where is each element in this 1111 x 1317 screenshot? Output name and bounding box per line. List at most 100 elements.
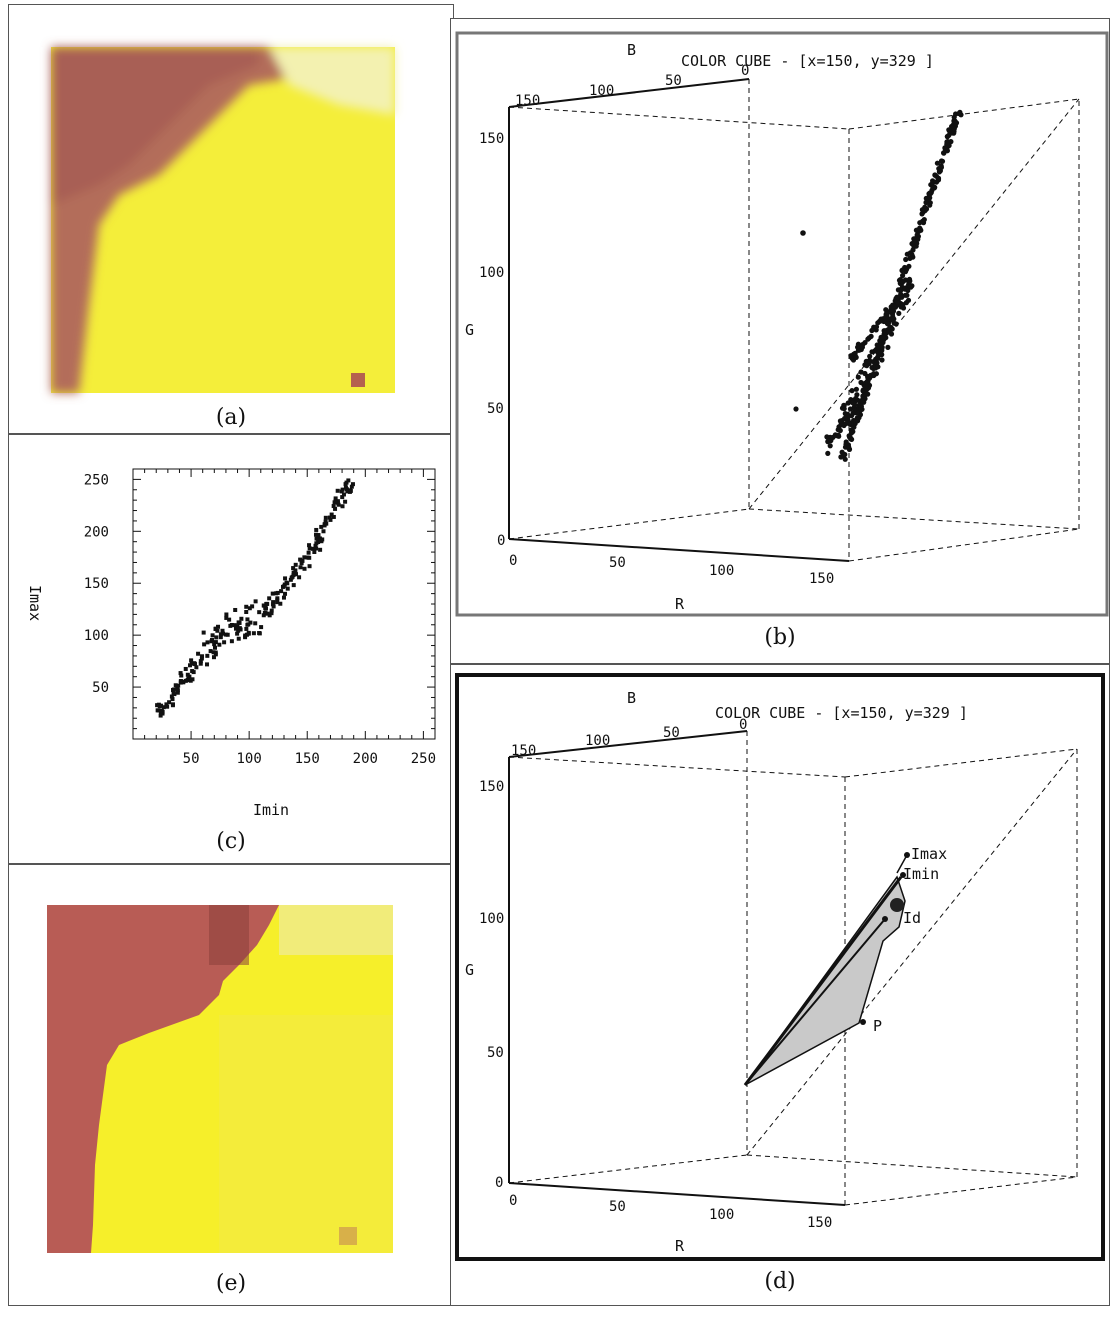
scatter-point [263, 606, 268, 611]
cube-b-title: COLOR CUBE - [x=150, y=329 ] [681, 52, 934, 70]
scatter-point [175, 688, 180, 693]
scatter-point [190, 677, 195, 682]
cube-b-g-tick-0: 0 [497, 533, 505, 549]
scatter-point [281, 584, 286, 589]
cloud-point [869, 327, 875, 334]
scatter-point [333, 496, 338, 501]
scatter-point [278, 601, 283, 606]
scatter-point [340, 504, 345, 509]
cloud-point [842, 451, 848, 458]
scatter-point [213, 626, 218, 631]
scatter-point [170, 697, 175, 702]
scatter-point [307, 555, 312, 560]
cube-edge [844, 748, 1078, 778]
cloud-point [921, 217, 927, 223]
scatter-point [222, 640, 227, 645]
scatter-point [314, 536, 319, 541]
scatter-point [314, 541, 319, 546]
scatter-point [196, 651, 201, 656]
scatter-point [213, 640, 218, 645]
scatter-point [248, 620, 253, 625]
scatter-point [253, 599, 258, 604]
cloud-point [885, 344, 891, 350]
cloud-point [866, 357, 873, 364]
outlier-point [793, 406, 799, 412]
cloud-point [841, 402, 847, 408]
cloud-point [879, 357, 885, 363]
cloud-point [917, 225, 923, 231]
cube-edge [746, 1154, 1078, 1178]
imin-line [743, 876, 903, 1086]
cloud-point [875, 364, 881, 370]
cloud-point [883, 314, 889, 320]
cloud-point [904, 266, 910, 272]
cloud-point [859, 398, 865, 404]
scatter-point [267, 613, 272, 618]
y-tick-label: 100 [84, 628, 109, 644]
panel-d: Imax Imin Id P COLOR CUBE - [x=150, y=32… [450, 664, 1110, 1306]
cloud-point [923, 199, 929, 206]
scatter-point [312, 549, 317, 554]
cloud-point [862, 380, 868, 386]
cube-d-b-label: B [627, 689, 636, 707]
cube-edge [508, 1154, 748, 1184]
scatter-point [314, 527, 319, 532]
cube-d-imax-label: Imax [911, 845, 947, 863]
scatter-point [175, 690, 180, 695]
scatter-point [198, 661, 203, 666]
scatter-point [183, 666, 188, 671]
color-cube-d: Imax Imin Id P COLOR CUBE - [x=150, y=32… [455, 673, 1105, 1261]
imin-point [900, 872, 906, 878]
scatter-point [348, 488, 353, 493]
cloud-point [883, 307, 889, 313]
scatter-point [281, 595, 286, 600]
scatter-point [257, 610, 262, 615]
cube-edge [844, 1176, 1078, 1206]
cloud-point [825, 450, 831, 456]
scatter-point [259, 625, 264, 630]
cloud-point [900, 272, 906, 279]
cloud-point [934, 160, 940, 166]
imax-leader [896, 854, 908, 874]
scatter-point [224, 612, 229, 617]
scatter-point [331, 514, 336, 519]
scatter-point [181, 679, 186, 684]
scatter-point [333, 506, 338, 511]
scatter-point [300, 558, 305, 563]
scatter-point [191, 670, 196, 675]
cube-d-r-tick-100: 100 [709, 1207, 734, 1223]
cube-d-g-tick-150: 150 [479, 779, 504, 795]
scatter-point [224, 615, 229, 620]
scatter-point [314, 546, 319, 551]
cloud-point [930, 185, 936, 191]
scatter-point [251, 631, 256, 636]
y-tick-label: 250 [84, 472, 109, 488]
cloud-point [946, 127, 952, 133]
scatter-point [218, 635, 223, 640]
scatter-point [179, 673, 184, 678]
scatter-point [261, 613, 266, 618]
scatter-point [291, 566, 296, 571]
cloud-point [876, 349, 882, 355]
cloud-point [873, 324, 880, 330]
scatter-point [164, 702, 169, 707]
scatter-point [343, 499, 348, 504]
cloud-point [849, 388, 855, 394]
scatter-point [210, 633, 215, 638]
cloud-point [858, 369, 864, 375]
cloud-point [866, 335, 872, 341]
panel-e: (e) [8, 864, 454, 1306]
scatter-point [257, 631, 262, 636]
scatter-point [189, 658, 194, 663]
cloud-point [899, 294, 905, 300]
scatter-point [302, 555, 307, 560]
scatter-point [170, 702, 175, 707]
cube-edge [848, 528, 1080, 562]
scatter-point [291, 573, 296, 578]
dark-cluster [890, 898, 904, 912]
cloud-point [838, 454, 844, 460]
scatter-point [341, 492, 346, 497]
cube-d-r-tick-150: 150 [807, 1215, 832, 1231]
scatter-point [291, 583, 296, 588]
cloud-point [886, 329, 892, 335]
